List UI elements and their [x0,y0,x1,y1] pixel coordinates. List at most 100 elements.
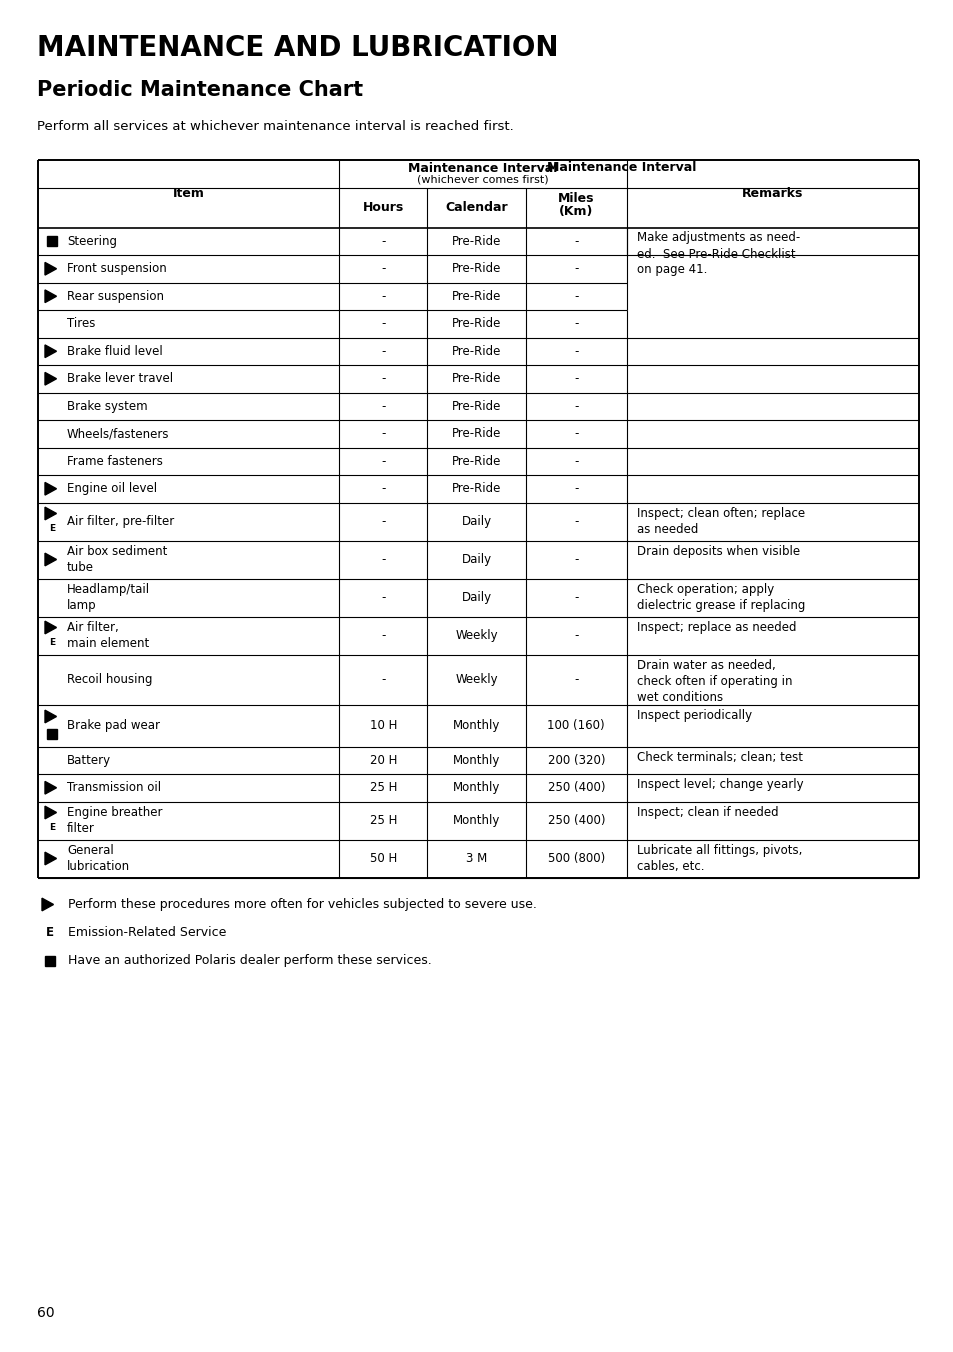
Text: -: - [574,235,578,247]
Text: Transmission oil: Transmission oil [67,781,161,794]
Polygon shape [45,289,56,303]
Text: Drain water as needed,
check often if operating in
wet conditions: Drain water as needed, check often if op… [636,658,791,703]
Text: -: - [381,318,385,330]
Text: E: E [46,926,54,940]
Text: Inspect; clean often; replace
as needed: Inspect; clean often; replace as needed [636,507,803,535]
Polygon shape [45,852,56,865]
Polygon shape [45,621,56,634]
Polygon shape [45,806,56,819]
Text: -: - [574,427,578,441]
Text: Perform these procedures more often for vehicles subjected to severe use.: Perform these procedures more often for … [68,898,537,911]
Text: Headlamp/tail
lamp: Headlamp/tail lamp [67,583,150,612]
Text: Monthly: Monthly [453,781,500,794]
Text: E: E [49,525,55,533]
Text: -: - [574,673,578,685]
Text: -: - [381,235,385,247]
Text: -: - [381,427,385,441]
Text: Daily: Daily [461,591,492,604]
Text: Check operation; apply
dielectric grease if replacing: Check operation; apply dielectric grease… [636,583,804,611]
Text: -: - [381,345,385,358]
Text: Periodic Maintenance Chart: Periodic Maintenance Chart [37,80,363,100]
Text: Brake pad wear: Brake pad wear [67,719,160,731]
Text: Drain deposits when visible: Drain deposits when visible [636,545,799,557]
Text: Remarks: Remarks [741,187,802,200]
Text: Lubricate all fittings, pivots,
cables, etc.: Lubricate all fittings, pivots, cables, … [636,844,801,872]
Text: -: - [574,289,578,303]
Text: -: - [381,515,385,529]
Text: Calendar: Calendar [445,201,508,214]
Polygon shape [45,372,56,385]
Polygon shape [45,781,56,794]
Bar [45,956,55,965]
Text: -: - [381,673,385,685]
Text: -: - [381,483,385,495]
Text: Engine oil level: Engine oil level [67,483,157,495]
Text: 60: 60 [37,1306,54,1320]
Text: Battery: Battery [67,754,111,767]
Polygon shape [45,710,56,723]
Text: Pre-Ride: Pre-Ride [452,289,501,303]
Text: -: - [381,553,385,566]
Text: Emission-Related Service: Emission-Related Service [68,926,226,940]
Text: Pre-Ride: Pre-Ride [452,262,501,276]
Text: Monthly: Monthly [453,754,500,767]
Bar [47,237,57,246]
Text: -: - [574,553,578,566]
Text: -: - [574,262,578,276]
Text: Make adjustments as need-
ed.  See Pre-Ride Checklist
on page 41.: Make adjustments as need- ed. See Pre-Ri… [636,231,799,277]
Text: 10 H: 10 H [369,719,396,731]
Text: Air box sediment
tube: Air box sediment tube [67,545,167,575]
Bar [47,729,57,738]
Text: Hours: Hours [362,201,403,214]
Polygon shape [42,898,53,911]
Text: Have an authorized Polaris dealer perform these services.: Have an authorized Polaris dealer perfor… [68,955,432,967]
Text: 100 (160): 100 (160) [547,719,604,731]
Text: Inspect level; change yearly: Inspect level; change yearly [636,777,802,791]
Text: -: - [574,515,578,529]
Text: Wheels/fasteners: Wheels/fasteners [67,427,170,441]
Text: -: - [574,318,578,330]
Text: Check terminals; clean; test: Check terminals; clean; test [636,750,801,764]
Text: Frame fasteners: Frame fasteners [67,454,163,468]
Text: Air filter, pre-filter: Air filter, pre-filter [67,515,174,529]
Text: General
lubrication: General lubrication [67,844,130,873]
Text: Monthly: Monthly [453,814,500,827]
Text: Perform all services at whichever maintenance interval is reached first.: Perform all services at whichever mainte… [37,120,514,132]
Polygon shape [45,262,56,274]
Text: 25 H: 25 H [369,814,396,827]
Text: Pre-Ride: Pre-Ride [452,454,501,468]
Text: E: E [49,823,55,831]
Text: Pre-Ride: Pre-Ride [452,483,501,495]
Text: Pre-Ride: Pre-Ride [452,345,501,358]
Text: Brake lever travel: Brake lever travel [67,372,172,385]
Text: 500 (800): 500 (800) [547,852,604,865]
Text: -: - [574,372,578,385]
Text: Pre-Ride: Pre-Ride [452,235,501,247]
Text: Item: Item [172,187,204,200]
Text: Maintenance Interval: Maintenance Interval [408,162,557,174]
Text: -: - [574,454,578,468]
Text: Monthly: Monthly [453,719,500,731]
Text: Weekly: Weekly [455,673,497,685]
Text: 250 (400): 250 (400) [547,781,604,794]
Text: Daily: Daily [461,553,492,566]
Text: 3 M: 3 M [466,852,487,865]
Text: Recoil housing: Recoil housing [67,673,152,685]
Text: E: E [49,638,55,648]
Text: Rear suspension: Rear suspension [67,289,164,303]
Text: Engine breather
filter: Engine breather filter [67,806,162,836]
Text: -: - [574,483,578,495]
Text: -: - [381,372,385,385]
Text: Pre-Ride: Pre-Ride [452,427,501,441]
Text: Maintenance Interval: Maintenance Interval [546,161,696,174]
Text: Air filter,
main element: Air filter, main element [67,621,149,650]
Text: Brake system: Brake system [67,400,148,412]
Text: 20 H: 20 H [369,754,396,767]
Text: Pre-Ride: Pre-Ride [452,318,501,330]
Text: -: - [574,591,578,604]
Text: -: - [381,262,385,276]
Text: -: - [381,629,385,642]
Text: -: - [381,289,385,303]
Text: Daily: Daily [461,515,492,529]
Text: Pre-Ride: Pre-Ride [452,372,501,385]
